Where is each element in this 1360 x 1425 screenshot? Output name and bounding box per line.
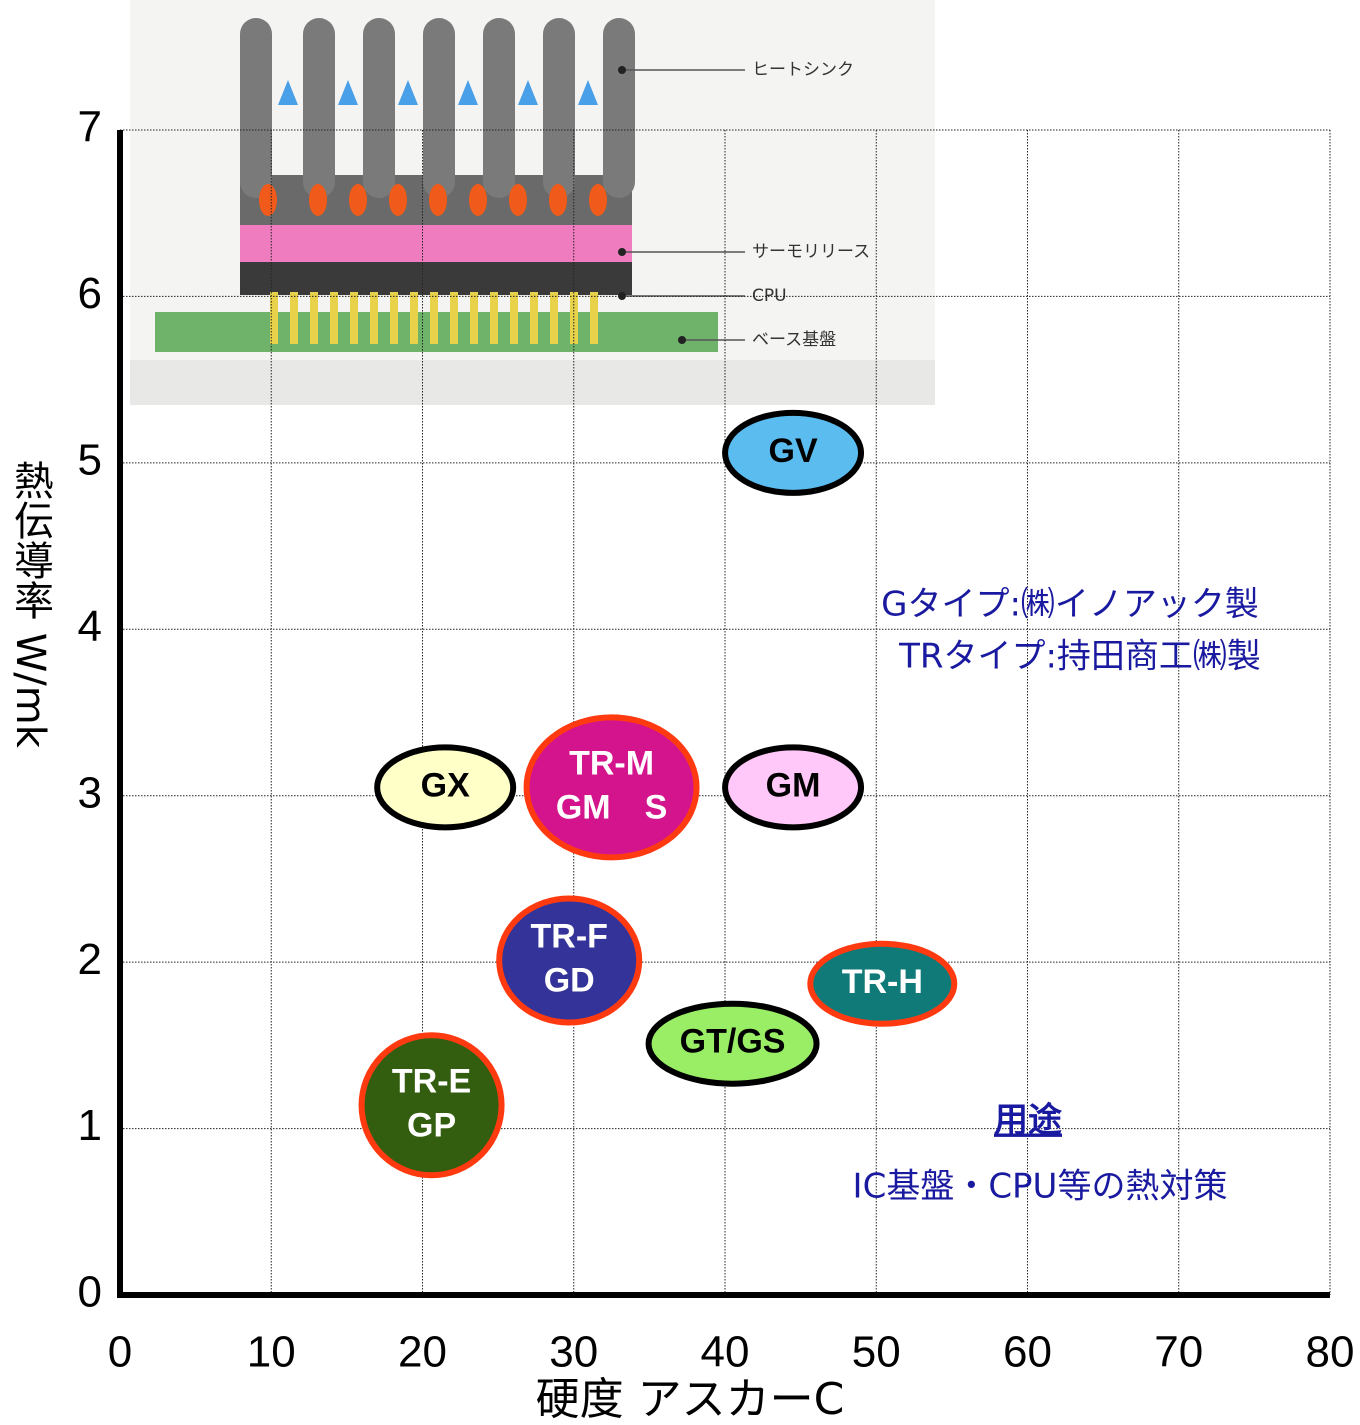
y-tick-label: 3 xyxy=(78,768,102,817)
y-tick-label: 2 xyxy=(78,935,102,984)
bubble xyxy=(722,409,865,496)
bubble xyxy=(645,1000,820,1087)
image-label: ヒートシンク xyxy=(752,60,854,80)
y-tick-label: 5 xyxy=(78,435,102,484)
x-tick-label: 0 xyxy=(108,1328,132,1377)
image-label: サーモリリース xyxy=(752,242,870,262)
annotation: Gタイプ:㈱イノアック製 xyxy=(881,585,1259,625)
bubble xyxy=(374,744,517,831)
y-tick-label: 4 xyxy=(78,602,102,651)
point-label: GX xyxy=(421,766,470,804)
y-tick-label: 1 xyxy=(78,1101,102,1150)
point-label: TR-M xyxy=(569,744,654,782)
point-label: GT/GS xyxy=(680,1023,786,1061)
x-axis-label: 硬度 アスカーC xyxy=(536,1374,845,1425)
x-tick-label: 20 xyxy=(398,1328,447,1377)
y-tick-label: 0 xyxy=(78,1268,102,1317)
annotation: 用途 xyxy=(994,1101,1062,1141)
image-label: ベース基盤 xyxy=(752,330,836,350)
point-label: GD xyxy=(544,961,595,999)
y-tick-label: 7 xyxy=(78,103,102,152)
x-tick-label: 80 xyxy=(1306,1328,1355,1377)
x-tick-label: 10 xyxy=(247,1328,296,1377)
x-tick-label: 40 xyxy=(701,1328,750,1377)
bubble xyxy=(496,895,643,1026)
point-label: GM S xyxy=(556,788,667,826)
y-tick-label: 6 xyxy=(78,269,102,318)
point-label: TR-E xyxy=(392,1062,471,1100)
x-tick-label: 70 xyxy=(1154,1328,1203,1377)
x-tick-label: 30 xyxy=(549,1328,598,1377)
y-axis-label: 熱伝導率 W/mk xyxy=(7,460,53,749)
bubble xyxy=(523,714,700,861)
point-label: GM xyxy=(766,766,821,804)
point-label: TR-H xyxy=(842,963,923,1001)
bubble xyxy=(807,940,958,1027)
x-tick-label: 50 xyxy=(852,1328,901,1377)
heat-sink-illustration: ヒートシンク サーモリリース CPU ベース基盤 xyxy=(130,0,935,405)
point-label: TR-F xyxy=(531,917,608,955)
point-label: GV xyxy=(769,432,818,470)
bubble xyxy=(722,744,865,831)
annotation: TRタイプ:持田商工㈱製 xyxy=(898,637,1261,677)
annotation: IC基盤・CPU等の熱対策 xyxy=(853,1167,1228,1207)
bubble xyxy=(358,1032,505,1179)
point-label: GP xyxy=(407,1106,456,1144)
x-tick-label: 60 xyxy=(1003,1328,1052,1377)
